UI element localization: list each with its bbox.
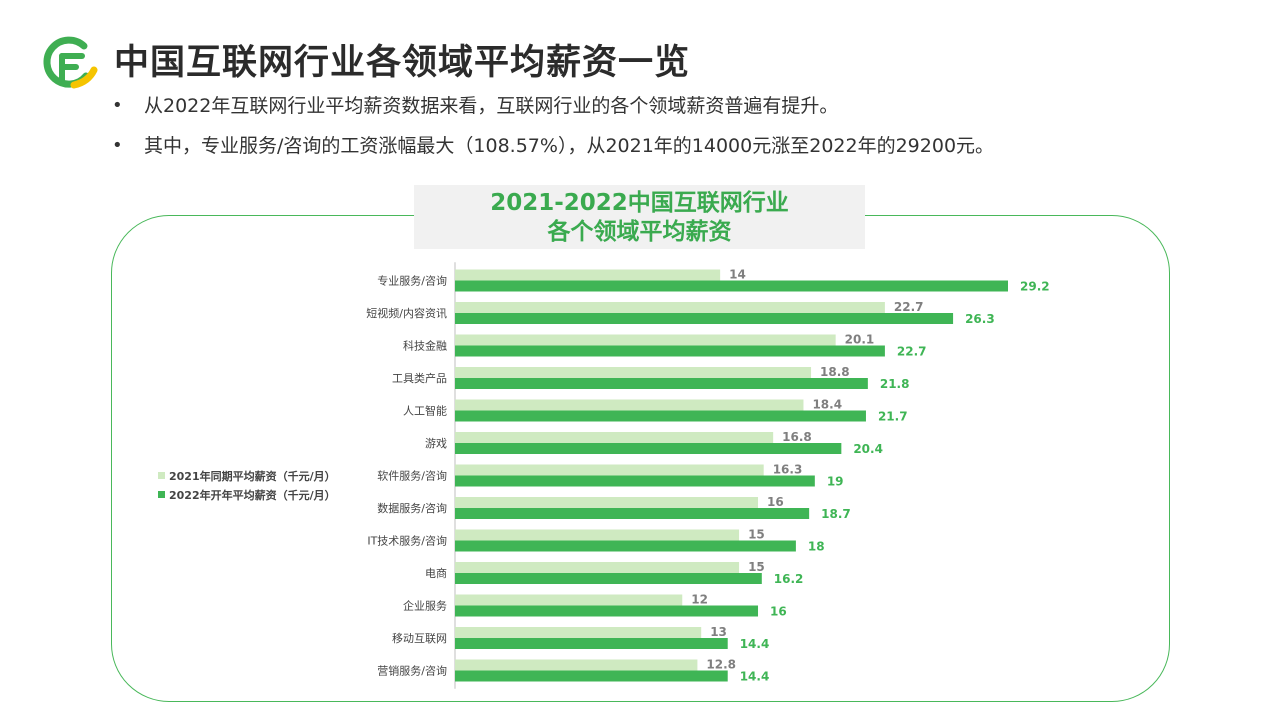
bullet-item: 从2022年互联网行业平均薪资数据来看，互联网行业的各个领域薪资普遍有提升。: [112, 92, 994, 132]
page-title: 中国互联网行业各领域平均薪资一览: [114, 43, 691, 83]
chart-title: 2021-2022中国互联网行业 各个领域平均薪资: [414, 185, 865, 249]
legend-swatch-2022: [158, 491, 165, 498]
legend-swatch-2021: [158, 472, 165, 479]
bullet-list: 从2022年互联网行业平均薪资数据来看，互联网行业的各个领域薪资普遍有提升。 其…: [112, 92, 994, 172]
legend-item-2022: 2022年开年平均薪资（千元/月）: [158, 485, 336, 504]
chart-frame: [111, 215, 1170, 702]
chart-legend: 2021年同期平均薪资（千元/月） 2022年开年平均薪资（千元/月）: [158, 466, 336, 504]
legend-item-2021: 2021年同期平均薪资（千元/月）: [158, 466, 336, 485]
bullet-item: 其中，专业服务/咨询的工资涨幅最大（108.57%），从2021年的14000元…: [112, 132, 994, 172]
legend-label-2021: 2021年同期平均薪资（千元/月）: [169, 469, 336, 483]
chart-title-line-1: 2021-2022中国互联网行业: [490, 190, 789, 216]
legend-label-2022: 2022年开年平均薪资（千元/月）: [169, 488, 336, 502]
company-logo-icon: [43, 36, 98, 89]
chart-title-line-2: 各个领域平均薪资: [547, 219, 732, 245]
